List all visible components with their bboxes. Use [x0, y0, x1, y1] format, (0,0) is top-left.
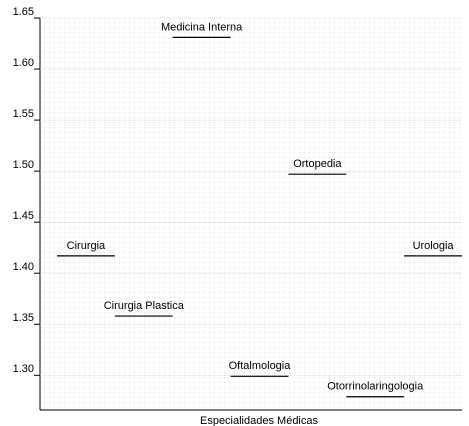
y-tick-label: 1.30 — [13, 363, 34, 375]
x-axis-label: Especialidades Médicas — [200, 415, 319, 426]
y-tick-label: 1.60 — [13, 57, 34, 69]
y-tick-label: 1.50 — [13, 159, 34, 171]
category-label: Medicina Interna — [161, 21, 243, 33]
y-tick-label: 1.40 — [13, 261, 34, 273]
category-label: Cirurgia Plastica — [104, 300, 185, 312]
y-tick-label: 1.65 — [13, 6, 34, 18]
category-label: Urologia — [413, 240, 455, 252]
y-tick-label: 1.55 — [13, 108, 34, 120]
category-label: Otorrinolaringologia — [327, 381, 424, 393]
category-label: Ortopedia — [293, 158, 342, 170]
y-tick-label: 1.35 — [13, 312, 34, 324]
category-label: Oftalmologia — [229, 360, 292, 372]
minor-grid — [40, 18, 462, 410]
category-label: Cirurgia — [67, 240, 106, 252]
y-tick-label: 1.45 — [13, 210, 34, 222]
